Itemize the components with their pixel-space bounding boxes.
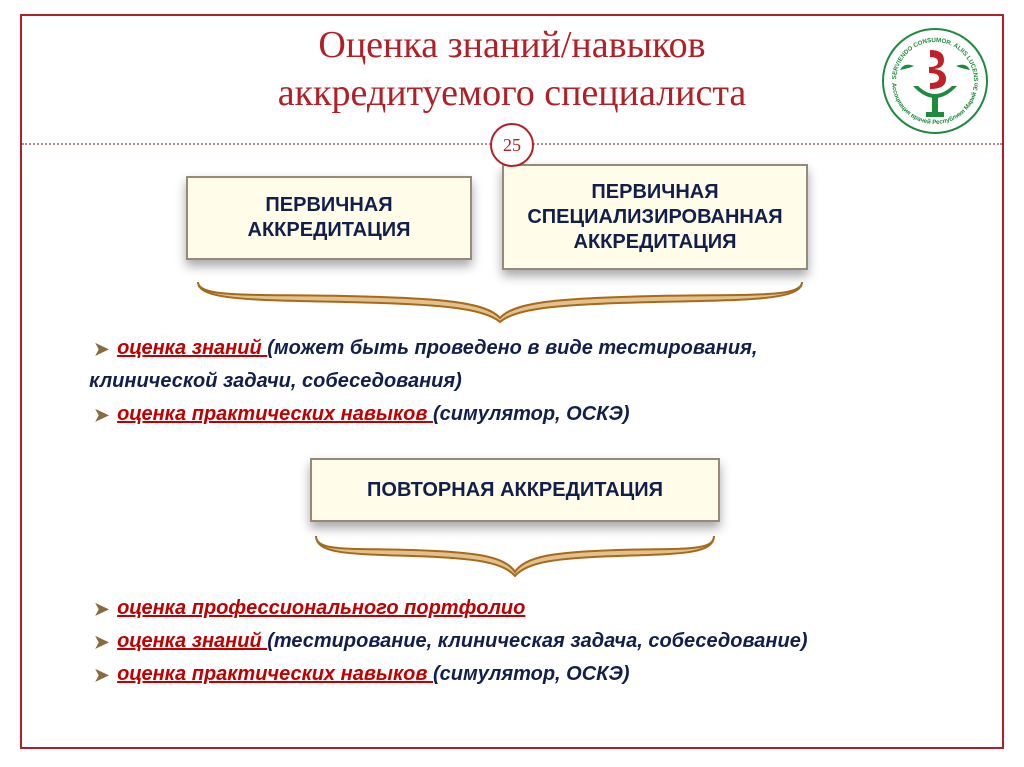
brace-bottom bbox=[310, 530, 720, 580]
bullet-term: оценка практических навыков bbox=[117, 663, 433, 685]
bullet-term: оценка знаний bbox=[117, 630, 267, 652]
list-item-continuation: ➤ клинической задачи, собеседования) bbox=[94, 367, 954, 396]
list-item: ➤ оценка практических навыков (симулятор… bbox=[94, 660, 954, 689]
bullet-rest: (симулятор, ОСКЭ) bbox=[433, 663, 630, 685]
page-title: Оценка знаний/навыков аккредитуемого спе… bbox=[0, 22, 1024, 117]
bullet-term: оценка знаний bbox=[117, 337, 267, 359]
box-primary-label: ПЕРВИЧНАЯ АККРЕДИТАЦИЯ bbox=[198, 193, 460, 243]
page-number: 25 bbox=[503, 135, 521, 156]
bullets-block-2: ➤ оценка профессионального портфолио ➤ о… bbox=[94, 594, 954, 693]
list-item: ➤ оценка знаний (тестирование, клиническ… bbox=[94, 627, 954, 656]
bullets-block-1: ➤ оценка знаний (может быть проведено в … bbox=[94, 334, 954, 433]
bullet-rest-line2: клинической задачи, собеседования) bbox=[89, 367, 462, 396]
box-prim-spec-line2: СПЕЦИАЛИЗИРОВАННАЯ bbox=[527, 205, 782, 230]
list-item: ➤ оценка знаний (может быть проведено в … bbox=[94, 334, 954, 363]
box-primary-specialized-accreditation: ПЕРВИЧНАЯ СПЕЦИАЛИЗИРОВАННАЯ АККРЕДИТАЦИ… bbox=[502, 164, 808, 270]
chevron-right-icon: ➤ bbox=[94, 596, 109, 622]
bullet-term: оценка практических навыков bbox=[117, 403, 433, 425]
page-number-badge: 25 bbox=[490, 123, 534, 167]
organization-logo: ALIIS INSERVIENDO CONSUMOR. ALIIS LUCENS… bbox=[880, 26, 990, 136]
list-item: ➤ оценка практических навыков (симулятор… bbox=[94, 400, 954, 429]
slide: Оценка знаний/навыков аккредитуемого спе… bbox=[0, 0, 1024, 767]
chevron-right-icon: ➤ bbox=[94, 662, 109, 688]
bullet-rest: (может быть проведено в виде тестировани… bbox=[267, 337, 757, 359]
chevron-right-icon: ➤ bbox=[94, 629, 109, 655]
title-line-1: Оценка знаний/навыков bbox=[0, 22, 1024, 70]
bullet-term: оценка профессионального портфолио bbox=[117, 594, 525, 623]
box-repeat-label: ПОВТОРНАЯ АККРЕДИТАЦИЯ bbox=[367, 478, 663, 503]
box-prim-spec-line3: АККРЕДИТАЦИЯ bbox=[527, 230, 782, 255]
list-item: ➤ оценка профессионального портфолио bbox=[94, 594, 954, 623]
bullet-rest: (тестирование, клиническая задача, собес… bbox=[267, 630, 807, 652]
svg-text:ALIIS INSERVIENDO CONSUMOR. AL: ALIIS INSERVIENDO CONSUMOR. ALIIS LUCENS… bbox=[880, 26, 979, 82]
bullet-rest: (симулятор, ОСКЭ) bbox=[433, 403, 630, 425]
chevron-right-icon: ➤ bbox=[94, 402, 109, 428]
box-repeat-accreditation: ПОВТОРНАЯ АККРЕДИТАЦИЯ bbox=[310, 458, 720, 522]
chevron-right-icon: ➤ bbox=[94, 336, 109, 362]
box-prim-spec-line1: ПЕРВИЧНАЯ bbox=[527, 180, 782, 205]
box-primary-accreditation: ПЕРВИЧНАЯ АККРЕДИТАЦИЯ bbox=[186, 176, 472, 260]
title-line-2: аккредитуемого специалиста bbox=[0, 70, 1024, 118]
brace-top bbox=[190, 276, 810, 326]
